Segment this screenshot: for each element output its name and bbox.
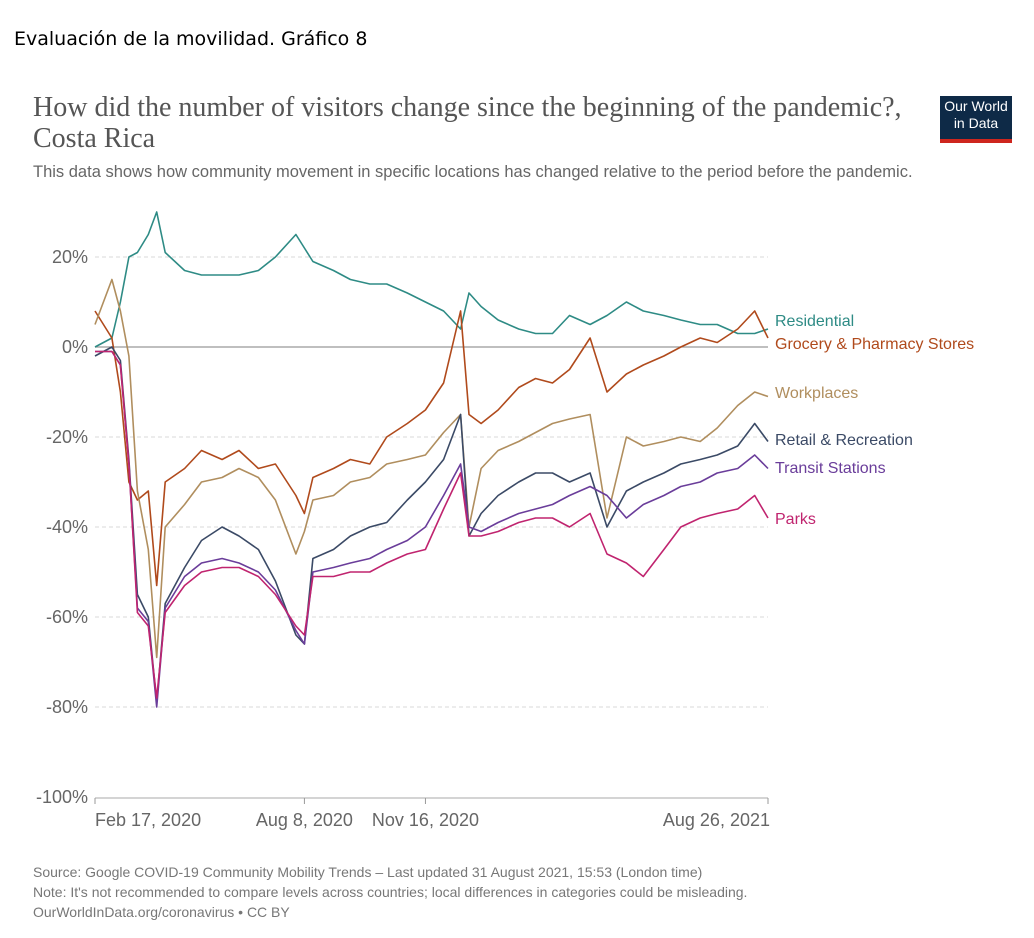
series-label: Residential [775,313,854,330]
logo-line-2: in Data [953,115,999,131]
comparison-note: Note: It's not recommended to compare le… [33,884,748,900]
chart-subtitle: This data shows how community movement i… [33,163,913,181]
x-tick-label: Aug 8, 2020 [256,810,353,830]
chart-footer: Source: Google COVID-19 Community Mobili… [33,862,747,922]
y-tick-label: -80% [46,697,88,717]
series-label: Grocery & Pharmacy Stores [775,336,974,353]
y-tick-label: 0% [62,337,88,357]
series-label: Workplaces [775,385,858,402]
owid-logo[interactable]: Our World in Data [940,96,1012,143]
page-heading: Evaluación de la movilidad. Gráfico 8 [14,28,368,50]
credit-link[interactable]: OurWorldInData.org/coronavirus • CC BY [33,904,290,920]
series-line [94,211,769,348]
series-label: Retail & Recreation [775,432,913,449]
logo-line-1: Our World [944,98,1008,114]
x-tick-label: Nov 16, 2020 [372,810,479,830]
y-tick-label: 20% [52,247,88,267]
series-line [94,310,769,587]
line-chart: 20% 0% -20% -40% -60% -80% -100% Feb 17, 2020 Au… [36,211,974,830]
series-line [94,278,769,659]
y-tick-label: -100% [36,787,88,807]
x-tick-label: Aug 26, 2021 [663,810,770,830]
series-label: Transit Stations [775,460,886,477]
series-line [94,346,769,704]
x-tick-label: Feb 17, 2020 [95,810,201,830]
y-tick-label: -60% [46,607,88,627]
chart-title: How did the number of visitors change si… [33,92,902,154]
source-note: Source: Google COVID-19 Community Mobili… [33,864,703,880]
series-line [95,350,769,708]
y-tick-label: -40% [46,517,88,537]
y-tick-label: -20% [46,427,88,447]
series-line [95,350,769,699]
series-label: Parks [775,511,816,528]
